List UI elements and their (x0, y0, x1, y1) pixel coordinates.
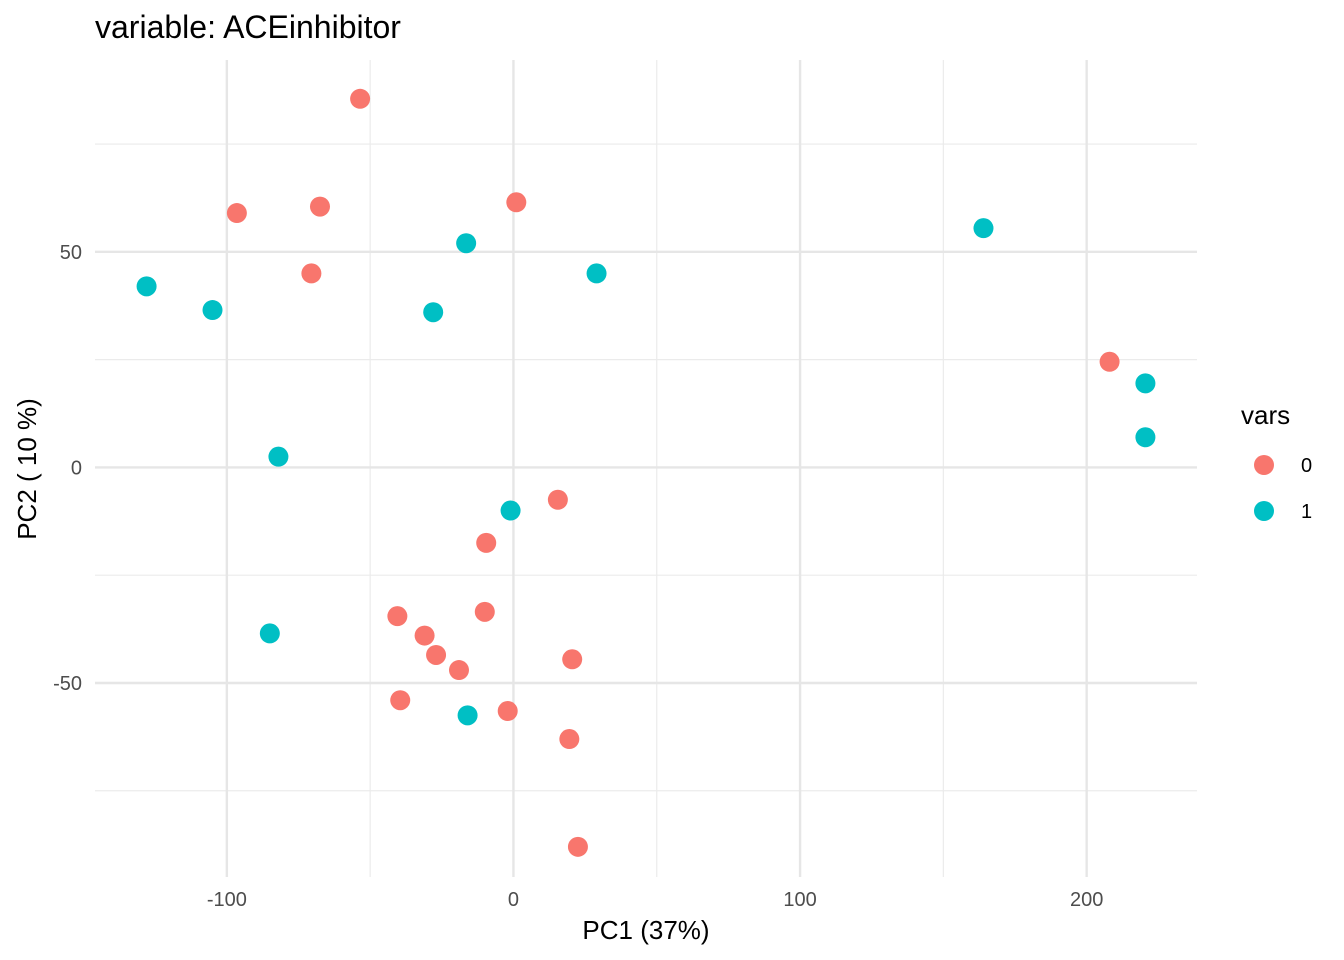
legend-key-1 (1254, 501, 1274, 521)
legend: vars 0 1 (1241, 400, 1312, 523)
data-point-series-1 (586, 263, 607, 284)
data-point-series-0 (1099, 351, 1120, 372)
x-tick-label: 200 (1070, 889, 1103, 911)
x-tick-label: -100 (207, 889, 247, 911)
y-tick-label: 50 (60, 242, 82, 264)
data-point-series-0 (301, 263, 322, 284)
data-point-series-0 (497, 701, 518, 722)
data-point-series-0 (474, 601, 495, 622)
data-point-series-1 (1135, 427, 1156, 448)
tick-labels: -100 0 100 200 -50 0 50 (53, 242, 1103, 911)
data-point-series-1 (136, 276, 157, 297)
legend-label-0: 0 (1301, 455, 1312, 477)
data-point-series-0 (547, 489, 568, 510)
data-point-series-0 (309, 196, 330, 217)
data-point-series-0 (387, 606, 408, 627)
data-point-series-0 (567, 836, 588, 857)
x-tick-label: 100 (783, 889, 816, 911)
y-tick-label: -50 (53, 673, 82, 695)
data-point-series-1 (500, 500, 521, 521)
data-point-series-1 (457, 705, 478, 726)
data-point-series-0 (559, 729, 580, 750)
data-point-series-1 (423, 302, 444, 323)
data-point-series-1 (1135, 373, 1156, 394)
data-point-series-0 (506, 192, 527, 213)
data-point-series-1 (268, 446, 289, 467)
data-point-series-0 (476, 532, 497, 553)
data-point-series-1 (202, 300, 223, 321)
legend-title: vars (1241, 400, 1290, 430)
y-axis-title: PC2 ( 10 %) (12, 398, 42, 540)
data-point-series-0 (562, 649, 583, 670)
legend-key-0 (1254, 455, 1274, 475)
x-tick-label: 0 (508, 889, 519, 911)
data-point-series-0 (226, 203, 247, 224)
x-axis-title: PC1 (37%) (582, 915, 709, 945)
data-point-series-0 (390, 690, 411, 711)
chart-title: variable: ACEinhibitor (95, 9, 401, 45)
data-point-series-1 (456, 233, 477, 254)
data-point-series-0 (414, 625, 435, 646)
data-points (136, 88, 1156, 857)
grid-lines (95, 60, 1197, 877)
data-point-series-0 (350, 88, 371, 109)
data-point-series-1 (259, 623, 280, 644)
legend-label-1: 1 (1301, 501, 1312, 523)
y-tick-label: 0 (71, 457, 82, 479)
data-point-series-0 (426, 644, 447, 665)
data-point-series-0 (448, 660, 469, 681)
data-point-series-1 (973, 218, 994, 239)
